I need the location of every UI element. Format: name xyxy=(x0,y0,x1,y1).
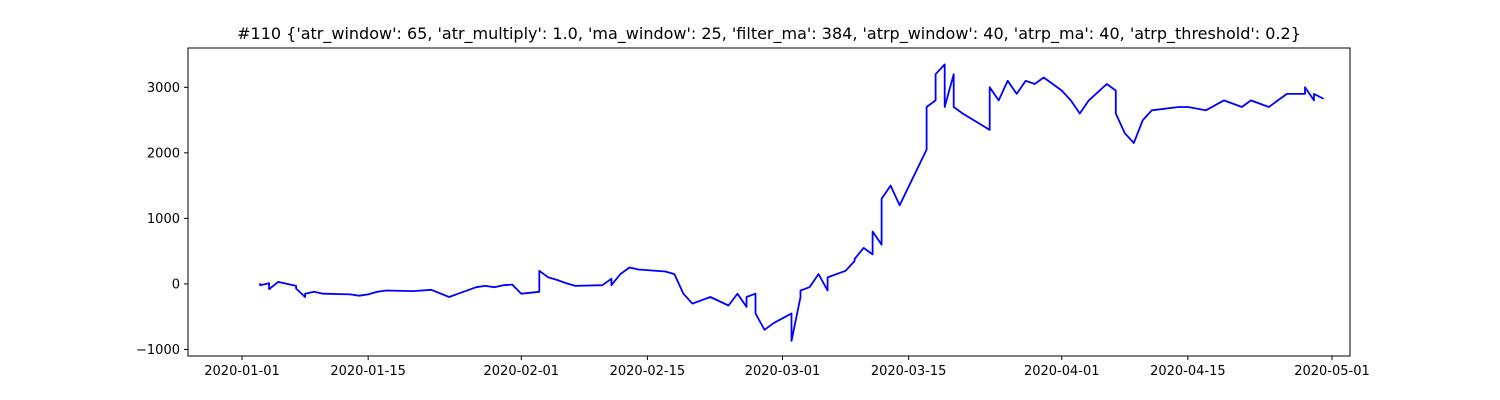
y-tick-label: 0 xyxy=(172,277,180,292)
x-tick-label: 2020-03-15 xyxy=(871,364,947,379)
series-line-0 xyxy=(259,63,1324,342)
x-tick-label: 2020-05-01 xyxy=(1294,364,1370,379)
x-tick-label: 2020-01-15 xyxy=(330,364,406,379)
y-tick-label: −1000 xyxy=(136,343,180,358)
x-tick-label: 2020-04-01 xyxy=(1024,364,1100,379)
y-tick-label: 1000 xyxy=(147,212,180,227)
y-tick-label: 3000 xyxy=(147,81,180,96)
plot-area xyxy=(259,63,1324,342)
axes: 2020-01-01 2020-01-15 2020-02-01 2020-02-15… xyxy=(136,47,1370,379)
axes-frame xyxy=(187,47,1351,357)
x-tick-label: 2020-02-01 xyxy=(484,364,560,379)
x-tick-label: 2020-03-01 xyxy=(745,364,821,379)
x-tick-label: 2020-01-01 xyxy=(204,364,280,379)
chart-title: #110 {'atr_window': 65, 'atr_multiply': … xyxy=(237,24,1301,44)
y-tick-label: 2000 xyxy=(147,146,180,161)
x-tick-label: 2020-02-15 xyxy=(610,364,686,379)
x-tick-label: 2020-04-15 xyxy=(1150,364,1226,379)
